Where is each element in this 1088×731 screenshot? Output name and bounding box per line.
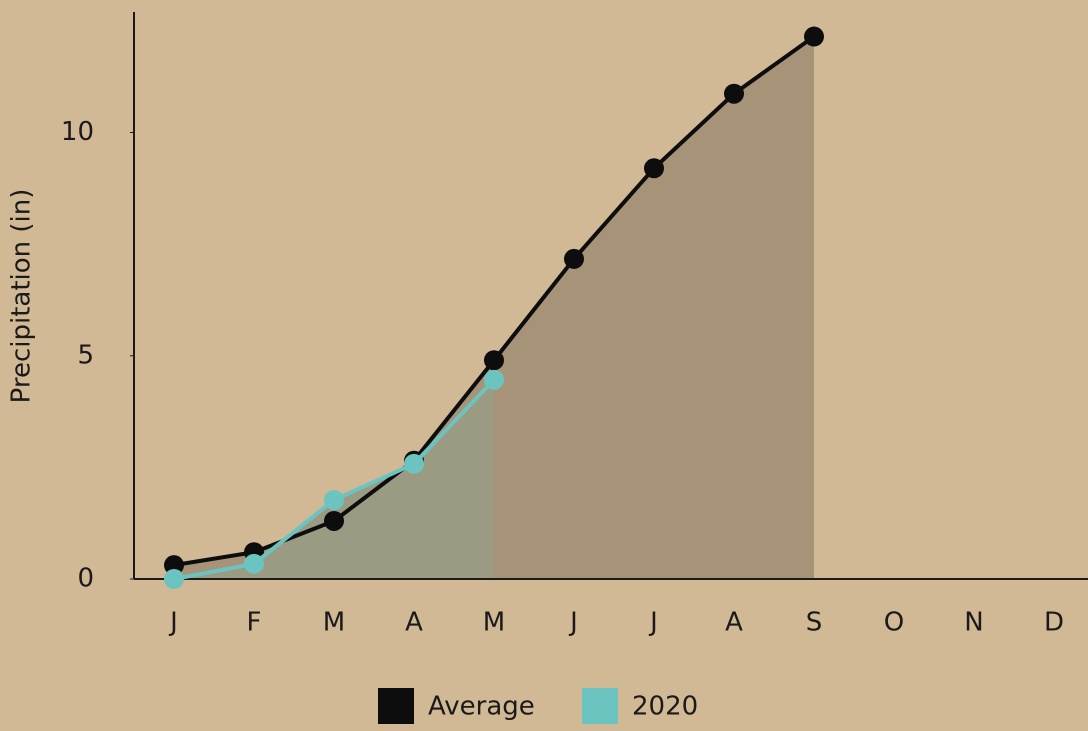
x-tick-label: F [247,608,262,638]
legend-label: 2020 [632,692,698,722]
legend-swatch [582,688,618,724]
x-tick-label: M [323,608,345,638]
x-tick-label: A [725,608,743,638]
point [164,569,184,589]
x-tick-label: J [568,608,578,638]
x-tick-label: D [1044,608,1064,638]
point [164,555,184,576]
point [324,489,344,510]
point [564,248,584,269]
x-tick-label: S [806,608,823,638]
point [644,158,664,179]
point [804,26,824,47]
point [724,83,744,104]
y-tick-label: 5 [77,340,94,370]
x-tick-label: J [648,608,658,638]
x-tick-label: J [168,608,178,638]
area [174,379,494,579]
point [404,453,424,474]
point [484,350,504,371]
y-tick-label: 0 [77,564,94,594]
point [244,553,264,574]
x-tick-label: O [884,608,904,638]
legend-label: Average [428,692,535,722]
x-tick-label: N [964,608,983,638]
x-tick-label: M [483,608,505,638]
point [484,369,504,390]
y-axis-label: Precipitation (in) [7,189,37,404]
y-tick-label: 10 [61,117,94,147]
point [324,510,344,531]
legend-swatch [378,688,414,724]
x-tick-label: A [405,608,423,638]
